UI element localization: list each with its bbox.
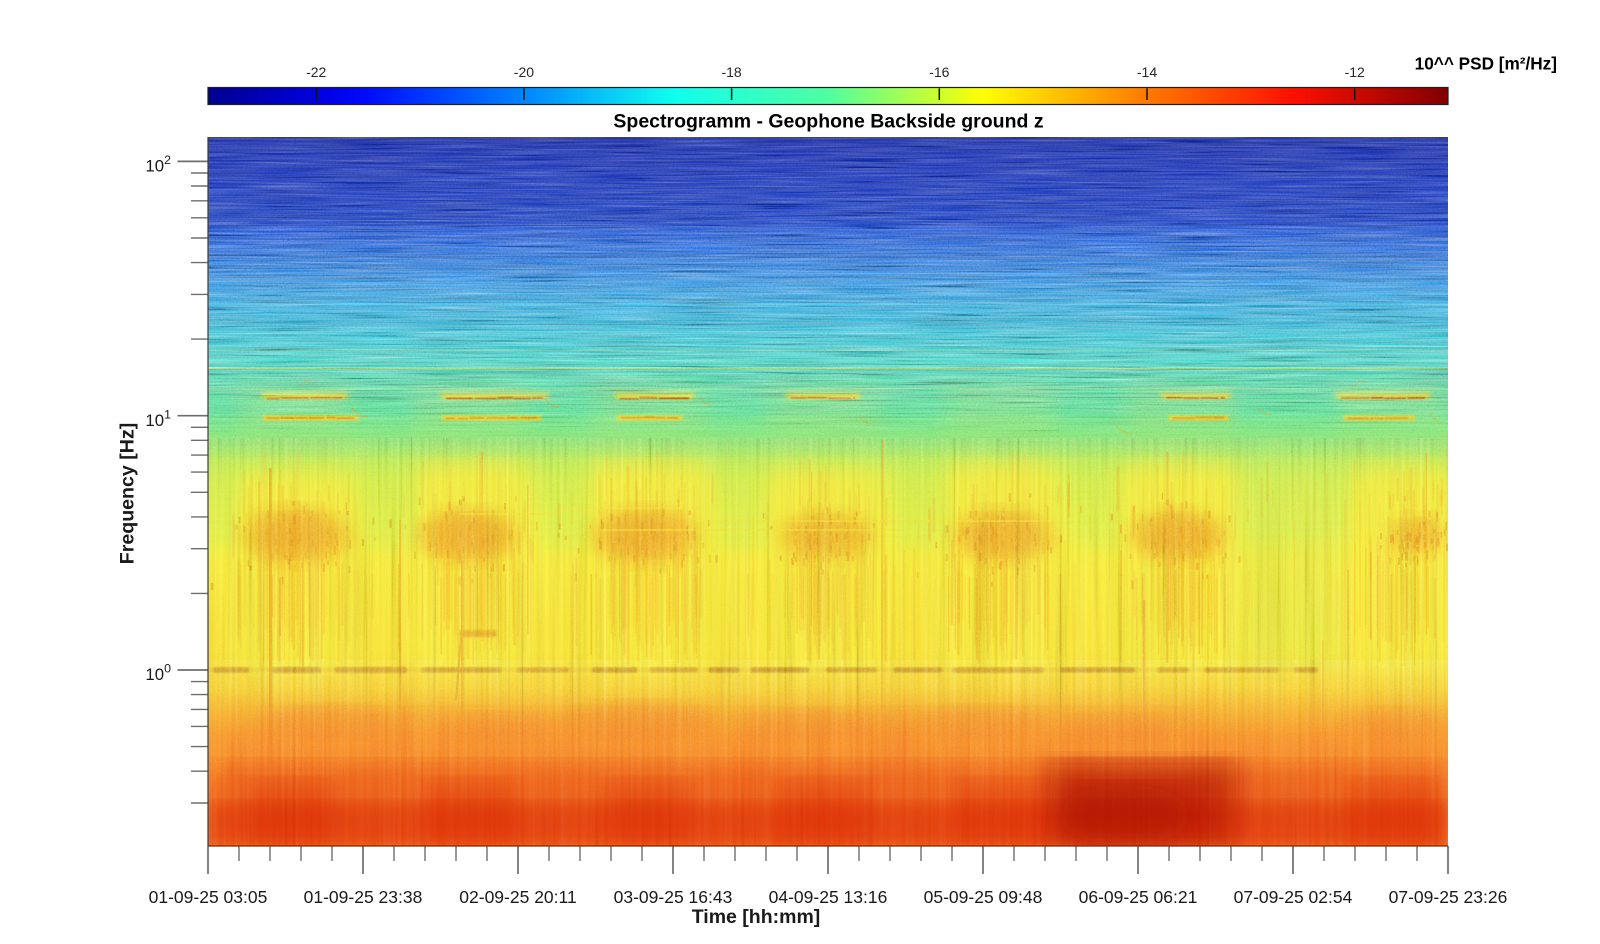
svg-text:-20: -20 bbox=[514, 64, 534, 80]
svg-text:01-09-25 23:38: 01-09-25 23:38 bbox=[304, 887, 423, 907]
svg-text:-12: -12 bbox=[1345, 64, 1365, 80]
svg-text:04-09-25 13:16: 04-09-25 13:16 bbox=[769, 887, 888, 907]
svg-text:Spectrogramm - Geophone Backsi: Spectrogramm - Geophone Backside ground … bbox=[613, 111, 1043, 133]
svg-text:06-09-25 06:21: 06-09-25 06:21 bbox=[1079, 887, 1198, 907]
svg-text:01-09-25 03:05: 01-09-25 03:05 bbox=[149, 887, 268, 907]
svg-text:02-09-25 20:11: 02-09-25 20:11 bbox=[459, 887, 576, 907]
svg-text:-14: -14 bbox=[1137, 64, 1157, 80]
svg-text:03-09-25 16:43: 03-09-25 16:43 bbox=[614, 887, 733, 907]
svg-text:Time [hh:mm]: Time [hh:mm] bbox=[692, 906, 821, 928]
svg-text:07-09-25 02:54: 07-09-25 02:54 bbox=[1234, 887, 1353, 907]
svg-text:10^^ PSD [m²/Hz]: 10^^ PSD [m²/Hz] bbox=[1415, 54, 1557, 74]
svg-text:07-09-25 23:26: 07-09-25 23:26 bbox=[1389, 887, 1508, 907]
svg-text:-22: -22 bbox=[306, 64, 326, 80]
svg-text:05-09-25 09:48: 05-09-25 09:48 bbox=[924, 887, 1043, 907]
svg-text:-16: -16 bbox=[929, 64, 949, 80]
svg-text:Frequency [Hz]: Frequency [Hz] bbox=[117, 423, 139, 565]
svg-text:-18: -18 bbox=[721, 64, 741, 80]
